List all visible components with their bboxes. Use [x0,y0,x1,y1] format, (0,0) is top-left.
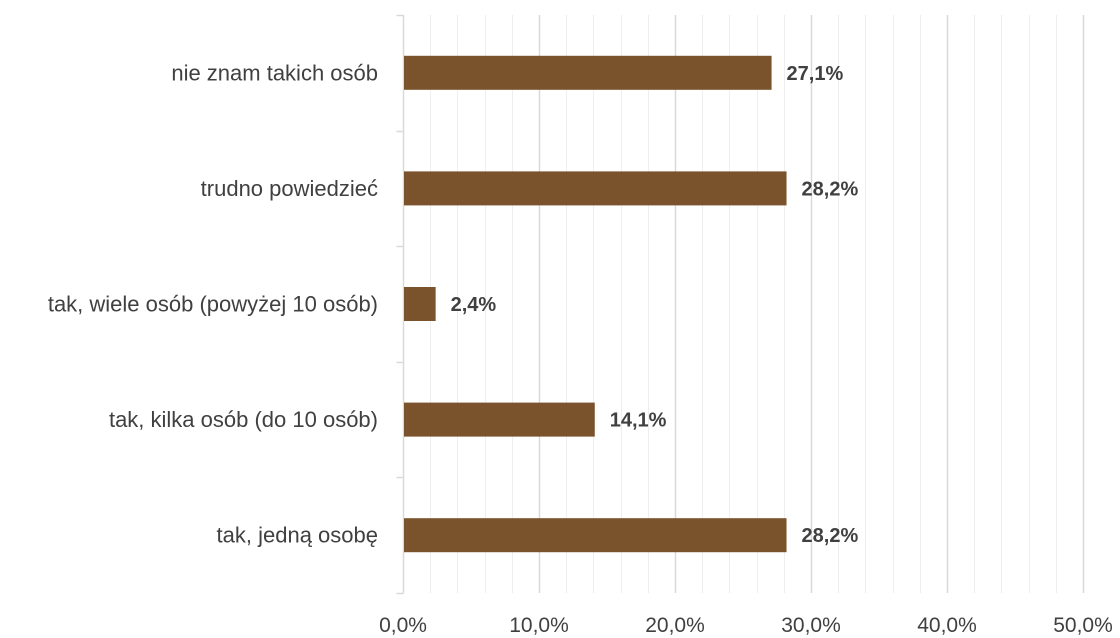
x-tick-label: 40,0% [917,614,977,637]
category-labels: nie znam takich osób trudno powiedzieć tak… [48,60,378,547]
bar [404,402,595,437]
bars [404,55,787,553]
bar [404,518,787,553]
category-axis [396,14,405,595]
x-tick-label: 30,0% [781,614,841,637]
bar [404,55,772,90]
data-labels: 27,1% 28,2% 2,4% 14,1% 28,2% [451,63,859,547]
bar [404,287,436,321]
category-label: tak, kilka osób (do 10 osób) [109,407,378,432]
category-label: nie znam takich osób [171,60,378,85]
data-label: 27,1% [787,63,844,85]
x-tick-label: 0,0% [379,614,427,637]
data-label: 2,4% [451,294,497,316]
x-tick-label: 10,0% [509,614,569,637]
data-label: 28,2% [802,525,859,547]
major-gridlines [538,15,1085,593]
x-tick-label: 50,0% [1053,614,1113,637]
data-label: 28,2% [802,178,859,200]
category-label: trudno powiedzieć [201,176,378,201]
minor-gridlines [430,15,1057,593]
data-label: 14,1% [610,410,667,432]
x-tick-label: 20,0% [645,614,705,637]
x-axis-tick-labels: 0,0% 10,0% 20,0% 30,0% 40,0% 50,0% [379,614,1113,637]
bar [404,171,787,206]
category-label: tak, jedną osobę [217,523,378,548]
category-label: tak, wiele osób (powyżej 10 osób) [48,292,378,317]
